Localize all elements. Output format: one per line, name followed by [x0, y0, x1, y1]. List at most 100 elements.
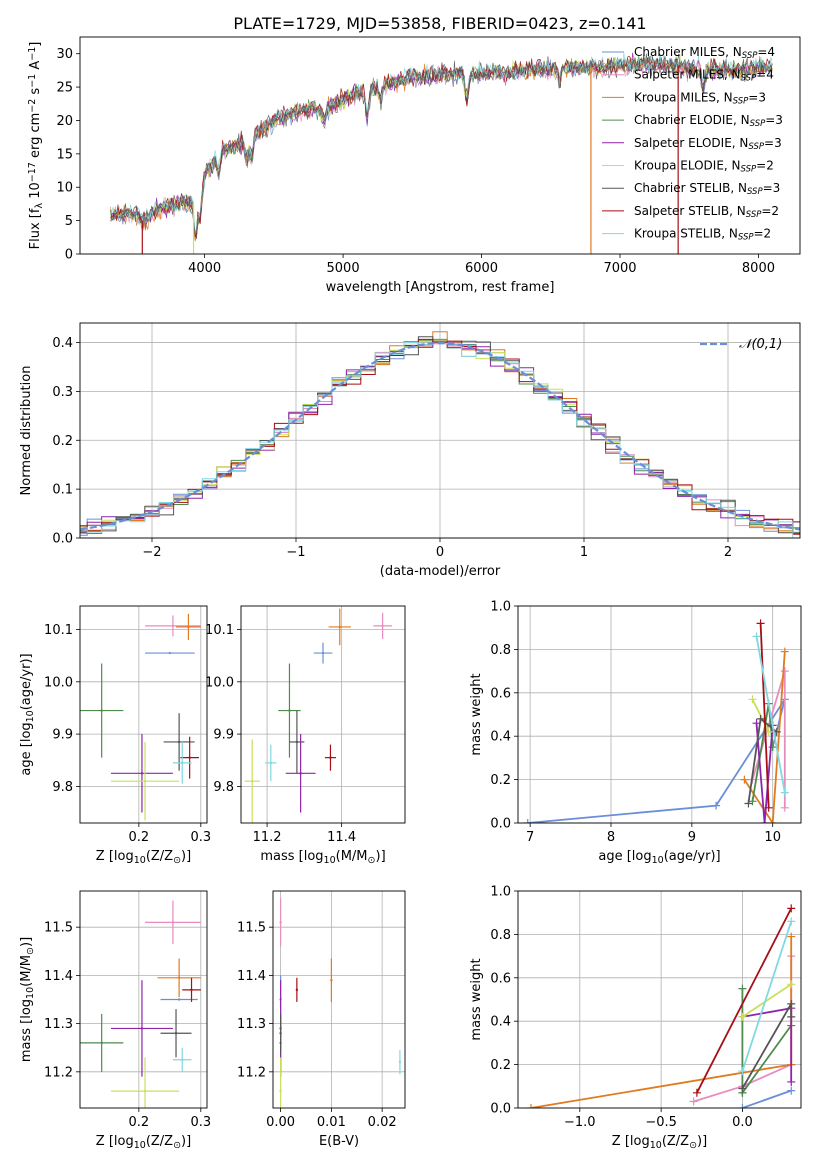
label-part: 10 [652, 855, 664, 866]
tick-label-y: 0.2 [490, 773, 511, 788]
tick-label-x: 2 [724, 545, 732, 560]
plot-residual_hist: −2 −1 0 1 2 0.0 0.1 0.2 0.3 0.4 𝒩(0,1) (data-model)… [19, 322, 801, 579]
legend-entry: Chabrier ELODIE, NSSP=3 [634, 113, 783, 129]
plot-age_vs_Z: 0.2 0.39.89.910.010.1Z [log10(Z/Z⊙)]age [… [19, 605, 211, 866]
tick-label-y: 25 [56, 81, 73, 96]
tick-label-x: 6000 [465, 261, 498, 276]
tick-label-y: 9.8 [52, 780, 73, 795]
data-point [177, 998, 181, 1001]
axes-frame [517, 605, 802, 824]
label-part: (Z/Z [662, 1134, 689, 1149]
data-point [279, 921, 282, 924]
data-point [188, 756, 191, 759]
tick-label-y: 11.5 [237, 921, 266, 936]
legend-sub: SSP [742, 51, 758, 61]
label-part: (age/yr)] [664, 849, 721, 864]
legend-sub: SSP [750, 119, 766, 129]
tick-label-y: 9.8 [213, 780, 234, 795]
tick-label-y: 0.6 [490, 686, 511, 701]
spectrum-data-line [110, 53, 773, 234]
weight-line [759, 623, 770, 808]
data-point [140, 772, 144, 775]
tick-label-x: 0.2 [129, 830, 150, 845]
axis-label-y: mass weight [469, 958, 484, 1040]
tick-label-y: 11.2 [44, 1065, 73, 1080]
label-part: ⊙ [25, 947, 36, 955]
label-part: (age/yr)] [19, 653, 34, 710]
label-part: 10 [25, 987, 36, 999]
label-part: λ [34, 203, 45, 209]
tick-label-x: 0.0 [732, 1115, 753, 1130]
weight-marker [787, 932, 796, 941]
axes-frame [79, 605, 208, 824]
legend-entry: Chabrier STELIB, NSSP=3 [634, 181, 780, 197]
data-point [100, 709, 103, 712]
legend-sub: SSP [741, 165, 757, 175]
axis-label-y: age [log10(age/yr)] [19, 653, 36, 775]
legend-tail: =2 [756, 159, 774, 173]
plot-age_vs_mass: 11.2 11.4 9.8 9.9 10.0 10.1 mass [log10(M/M⊙)] [205, 605, 406, 866]
legend-tail: =2 [761, 204, 779, 218]
tick-label-y: 11.5 [44, 921, 73, 936]
plot-area-residual_hist [80, 331, 800, 538]
data-point [329, 756, 332, 759]
weight-marker [752, 632, 761, 641]
legend-text: Salpeter MILES, N [634, 68, 741, 82]
legend-text: Kroupa STELIB, N [634, 227, 738, 241]
legend-text: Salpeter ELODIE, N [634, 136, 748, 150]
data-point [330, 979, 333, 982]
label-part: −17 [27, 162, 38, 182]
tick-label-y: 0 [65, 248, 73, 263]
weight-marker [787, 980, 796, 989]
tick-label-y: 9.9 [52, 728, 73, 743]
legend-entry: Salpeter ELODIE, NSSP=3 [634, 136, 782, 152]
legend-tail: =3 [748, 90, 766, 104]
weight-marker [760, 819, 769, 823]
weight-line [742, 1089, 792, 1108]
tick-label-y: 30 [56, 47, 73, 62]
legend-sub: SSP [733, 97, 749, 107]
weight-marker [787, 917, 796, 926]
legend-sub: SSP [747, 187, 763, 197]
label-part: age [log [598, 849, 651, 864]
label-part: (M/M [19, 955, 34, 987]
data-point [338, 625, 341, 629]
legend-sub: SSP [738, 233, 754, 243]
label-part: (M/M [336, 849, 368, 864]
data-point [171, 624, 175, 628]
legend-text: Salpeter STELIB, N [634, 204, 746, 218]
tick-label-x: 10 [764, 830, 781, 845]
tick-label-x: 0.3 [190, 830, 211, 845]
label-part: )] [697, 1134, 707, 1149]
data-point [100, 1041, 103, 1045]
tick-label-x: 4000 [188, 261, 221, 276]
axes-frame [240, 605, 406, 824]
label-part: (Z/Z [146, 849, 173, 864]
tick-label-x: 8000 [742, 261, 775, 276]
axis-label-y: mass weight [469, 673, 484, 755]
label-part: mass weight [469, 958, 484, 1040]
data-point [171, 921, 175, 924]
data-point [279, 1032, 282, 1035]
label-part: Z [log [96, 1134, 134, 1149]
tick-label-y: 11.4 [44, 969, 73, 984]
figure-title: PLATE=1729, MJD=53858, FIBERID=0423, z=0… [233, 14, 646, 33]
data-point [174, 1032, 178, 1035]
tick-label-x: 11.2 [253, 830, 282, 845]
label-part: mass [log [260, 849, 323, 864]
data-point [143, 779, 147, 783]
plot-spectrum: 4000 5000 6000 7000 8000 0 5 10 15 20 25 30 Chabrier… [27, 36, 801, 295]
weight-line [527, 698, 786, 823]
weight-marker [740, 775, 749, 784]
weight-marker [744, 799, 753, 808]
axis-label-x: E(B-V) [319, 1134, 359, 1149]
legend-entry: Salpeter STELIB, NSSP=2 [634, 204, 779, 220]
legend-tail: =3 [764, 136, 782, 150]
axis-label-x: Z [log10(Z/Z⊙)] [96, 849, 191, 866]
label-part: ⊙ [368, 855, 376, 866]
tick-label-x: 0.01 [317, 1115, 346, 1130]
axes-frame [272, 890, 406, 1109]
tick-label-y: 0.4 [52, 336, 73, 351]
tick-label-x: 0 [436, 545, 444, 560]
